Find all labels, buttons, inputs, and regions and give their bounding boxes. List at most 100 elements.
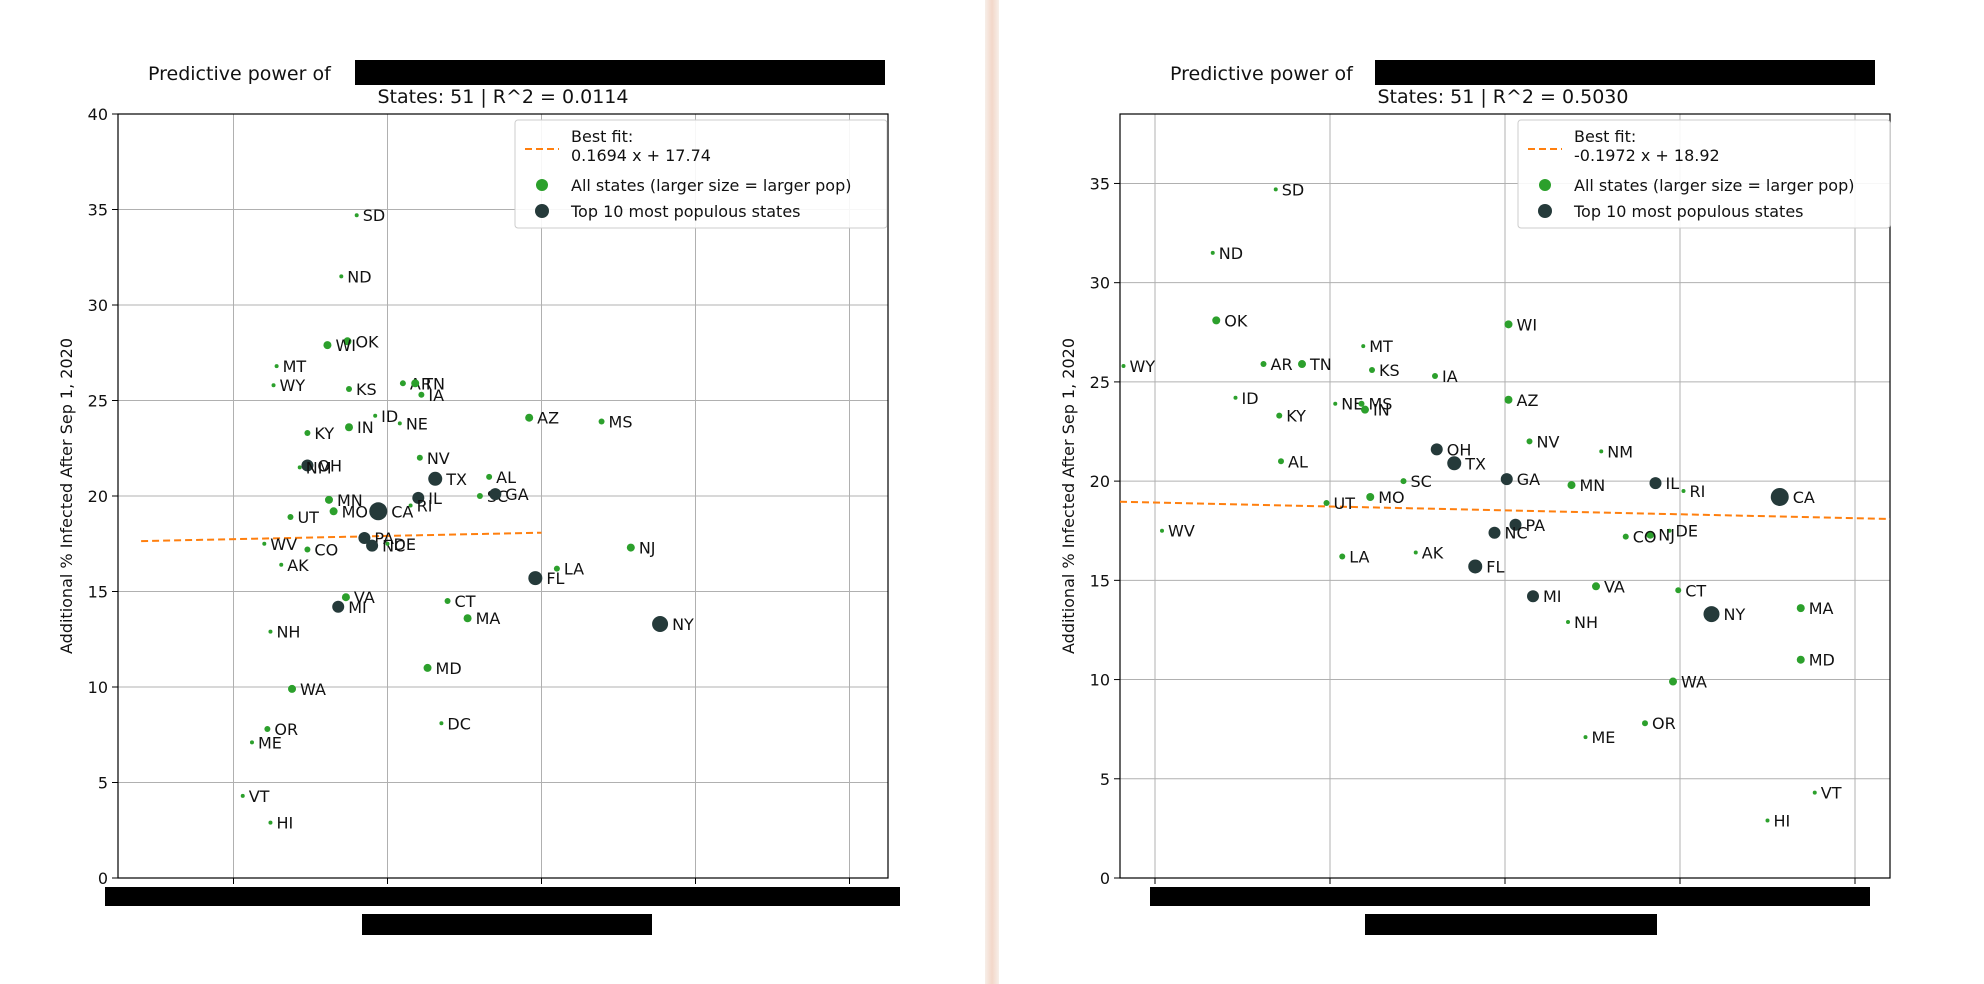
- state-label: ND: [347, 267, 371, 286]
- state-label: OR: [274, 720, 298, 739]
- chart-subtitle: States: 51 | R^2 = 0.0114: [378, 86, 629, 108]
- state-label: LA: [564, 560, 584, 579]
- state-label: NV: [427, 449, 450, 468]
- state-point: [418, 391, 425, 398]
- state-point: [1796, 604, 1805, 613]
- state-label: GA: [505, 485, 528, 504]
- state-label: WA: [300, 680, 326, 699]
- y-tick-label: 0: [1100, 869, 1110, 888]
- top10-state-point: [358, 532, 371, 545]
- state-label: WI: [1517, 315, 1538, 334]
- y-tick-label: 5: [1100, 770, 1110, 789]
- state-label: AR: [1271, 355, 1293, 374]
- state-point: [323, 341, 332, 350]
- state-point: [262, 541, 267, 546]
- state-label: WY: [1130, 357, 1156, 376]
- state-point: [476, 493, 483, 499]
- state-point: [287, 514, 294, 521]
- top10-state-point: [428, 471, 443, 486]
- state-point: [329, 507, 338, 516]
- state-label: AL: [1288, 452, 1308, 471]
- state-point: [1121, 364, 1126, 369]
- state-point: [399, 380, 406, 387]
- state-label: AZ: [1517, 391, 1539, 410]
- top10-state-point: [1447, 456, 1462, 471]
- state-label: CT: [455, 592, 476, 611]
- state-label: VT: [1821, 784, 1842, 803]
- state-point: [304, 546, 311, 553]
- state-point: [1358, 400, 1365, 407]
- best-fit-line: [1120, 500, 1890, 520]
- state-point: [240, 793, 245, 798]
- state-label: FL: [546, 569, 564, 588]
- state-label: NV: [1537, 432, 1560, 451]
- state-point: [525, 413, 534, 422]
- state-label: UT: [1334, 494, 1356, 513]
- state-label: VT: [249, 787, 270, 806]
- chart-1: Predictive power of States: 51 | R^2 = 0.…: [57, 60, 900, 935]
- title-redaction-bar: [1375, 60, 1875, 85]
- chart-2: Predictive power of States: 51 | R^2 = 0.…: [1059, 60, 1891, 935]
- state-label: KY: [314, 424, 334, 443]
- state-point: [345, 423, 353, 432]
- state-label: WI: [335, 336, 356, 355]
- state-label: UT: [297, 508, 319, 527]
- plot-frame: [117, 113, 889, 879]
- y-axis-label: Additional % Infected After Sep 1, 2020: [1059, 338, 1078, 654]
- state-label: OK: [355, 332, 379, 351]
- state-point: [304, 429, 311, 436]
- y-tick-label: 15: [88, 583, 108, 602]
- legend: Best fit:-0.1972 x + 18.92 All states (la…: [1517, 119, 1891, 229]
- state-label: WV: [270, 535, 297, 554]
- state-label: RI: [1690, 482, 1706, 501]
- y-tick-label: 5: [98, 774, 108, 793]
- state-point: [423, 663, 432, 672]
- state-label: MA: [1809, 599, 1834, 618]
- state-point: [1278, 458, 1284, 465]
- state-label: NE: [1341, 395, 1363, 414]
- state-point: [1566, 620, 1570, 625]
- y-tick-label: 20: [88, 487, 108, 506]
- state-label: NM: [1607, 442, 1633, 461]
- state-point: [1796, 655, 1805, 664]
- state-label: AR: [410, 374, 432, 393]
- state-label: TN: [1309, 355, 1332, 374]
- state-label: NY: [672, 615, 694, 634]
- top10-state-point: [1649, 477, 1662, 490]
- state-label: LA: [1349, 548, 1369, 567]
- state-label: NH: [1574, 613, 1598, 632]
- state-label: MT: [1369, 337, 1393, 356]
- legend-box: [1517, 119, 1891, 229]
- state-label: FL: [1486, 557, 1504, 576]
- y-tick-label: 10: [1090, 671, 1110, 690]
- state-label: HI: [1774, 811, 1791, 830]
- state-point: [1361, 344, 1366, 349]
- state-label: MO: [1378, 488, 1404, 507]
- y-tick-label: 25: [88, 392, 108, 411]
- legend-fit-equation: -0.1972 x + 18.92: [1574, 146, 1720, 165]
- state-label: NH: [276, 623, 300, 642]
- top10-state-point: [652, 615, 669, 632]
- chart-subtitle: States: 51 | R^2 = 0.5030: [1378, 86, 1629, 108]
- y-tick-label: 30: [88, 296, 108, 315]
- state-label: ND: [1219, 244, 1243, 263]
- state-label: NY: [1724, 605, 1746, 624]
- chart-title: Predictive power of: [1170, 63, 1354, 85]
- chart-title: Predictive power of: [148, 63, 332, 85]
- state-point: [463, 614, 472, 623]
- state-point: [271, 383, 276, 388]
- state-label: MD: [436, 659, 462, 678]
- legend-all-states-swatch: [536, 179, 548, 191]
- state-point: [274, 364, 279, 369]
- y-tick-label: 0: [98, 869, 108, 888]
- state-label: CA: [391, 502, 413, 521]
- state-point: [1413, 550, 1418, 555]
- state-label: MA: [476, 609, 501, 628]
- y-axis-label: Additional % Infected After Sep 1, 2020: [57, 338, 76, 654]
- state-point: [346, 386, 352, 393]
- top10-state-point: [412, 491, 425, 504]
- legend-all-states-swatch: [1539, 179, 1551, 191]
- state-label: IN: [1373, 401, 1390, 420]
